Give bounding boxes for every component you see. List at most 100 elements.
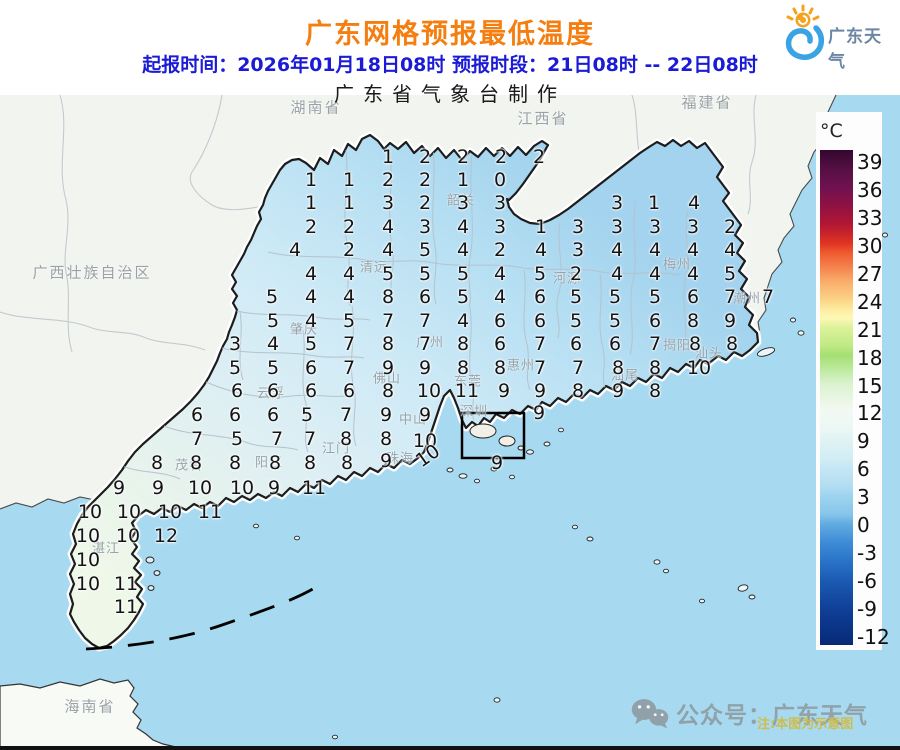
schematic-note: 注:本图为示意图 xyxy=(757,717,854,732)
temp-value: 10 xyxy=(75,573,101,595)
province-label: 湖南省 xyxy=(290,98,342,117)
temp-value: 4 xyxy=(266,333,280,355)
temp-value: 8 xyxy=(379,428,393,450)
temp-value: 6 xyxy=(493,310,507,332)
temp-value: 11 xyxy=(113,596,139,618)
colorbar-tick: -3 xyxy=(857,541,877,566)
temp-value: 8 xyxy=(456,333,470,355)
city-label: 汕头 xyxy=(694,346,724,362)
temp-value: 1 xyxy=(647,192,661,214)
temp-value: 4 xyxy=(304,286,318,308)
temp-value: 7 xyxy=(381,310,395,332)
temp-value: 10 xyxy=(229,477,255,499)
temp-value: 5 xyxy=(569,310,583,332)
temp-value: 3 xyxy=(610,216,624,238)
producer-credit: 广东省气象台制作 xyxy=(334,82,566,106)
temp-value: 4 xyxy=(456,310,470,332)
temp-value: 4 xyxy=(304,310,318,332)
temp-value: 3 xyxy=(571,216,585,238)
temp-value: 5 xyxy=(569,286,583,308)
colorbar-tick: 15 xyxy=(857,373,883,398)
temp-value: 8 xyxy=(493,357,507,379)
temp-value: 8 xyxy=(381,286,395,308)
temp-value: 4 xyxy=(456,216,470,238)
temp-value: 1 xyxy=(304,169,318,191)
temp-value: 5 xyxy=(418,263,432,285)
city-label: 中山 xyxy=(398,412,428,428)
temp-value: 8 xyxy=(340,452,354,474)
temp-value: 2 xyxy=(342,239,356,261)
temp-value: 8 xyxy=(339,428,353,450)
colorbar-tick: 6 xyxy=(857,457,870,482)
temp-value: 10 xyxy=(77,501,103,523)
temp-value: 10 xyxy=(686,357,712,379)
colorbar-tick: 36 xyxy=(857,177,883,202)
temp-value: 10 xyxy=(416,380,442,402)
temp-value: 12 xyxy=(153,525,179,547)
temp-value: 5 xyxy=(456,263,470,285)
temp-value: 7 xyxy=(723,286,737,308)
temp-value: 7 xyxy=(270,428,284,450)
wechat-watermark: 公众号：广东天气 xyxy=(630,696,868,730)
city-label: 清远 xyxy=(359,260,389,276)
city-label: 梅州 xyxy=(662,257,692,273)
temp-value: 7 xyxy=(342,333,356,355)
temp-value: 6 xyxy=(648,310,662,332)
temp-value: 5 xyxy=(608,286,622,308)
city-label: 茂名 xyxy=(174,458,204,474)
temp-value: 3 xyxy=(418,216,432,238)
temp-value: 4 xyxy=(493,286,507,308)
temp-value: 5 xyxy=(266,357,280,379)
temp-value: 11 xyxy=(113,573,139,595)
city-label: 潮州 xyxy=(732,291,762,307)
city-label: 佛山 xyxy=(372,371,402,387)
temp-value: 2 xyxy=(493,239,507,261)
temp-value: 5 xyxy=(418,239,432,261)
temp-value: 7 xyxy=(303,428,317,450)
colorbar-tick: 33 xyxy=(857,205,883,230)
temp-value: 8 xyxy=(381,333,395,355)
temp-value: 7 xyxy=(761,286,775,308)
temp-value: 1 xyxy=(381,146,395,168)
temp-value: 5 xyxy=(265,286,279,308)
temp-value: 2 xyxy=(418,192,432,214)
temp-value: 2 xyxy=(494,146,508,168)
watermark-text: 公众号：广东天气 xyxy=(676,703,868,729)
temp-value: 6 xyxy=(569,333,583,355)
colorbar-tick: 0 xyxy=(857,513,870,538)
temp-value: 10 xyxy=(412,430,438,452)
temp-value: 8 xyxy=(228,452,242,474)
temp-value: 2 xyxy=(342,216,356,238)
temp-value: 3 xyxy=(456,192,470,214)
colorbar-tick: 27 xyxy=(857,261,883,286)
temp-value: 9 xyxy=(490,452,504,474)
city-label: 珠海 xyxy=(385,451,415,467)
temp-value: 6 xyxy=(608,333,622,355)
temp-value: 9 xyxy=(151,477,165,499)
temp-value: 1 xyxy=(304,192,318,214)
temp-value: 8 xyxy=(725,333,739,355)
temp-value: 4 xyxy=(723,239,737,261)
temp-value: 4 xyxy=(381,239,395,261)
temp-value: 7 xyxy=(418,310,432,332)
city-label: 肇庆 xyxy=(289,322,319,338)
city-label: 东莞 xyxy=(453,374,483,390)
guangxi-coastline xyxy=(0,496,96,510)
temp-value: 5 xyxy=(230,428,244,450)
colorbar-ticks: 39 36 33 30 27 24 21 18 15 12 9 6 3 0 -3 -6 -9 -12 xyxy=(857,0,897,750)
city-label: 广州 xyxy=(415,335,445,351)
temp-value: 9 xyxy=(533,380,547,402)
dashed-maritime-line xyxy=(85,584,319,651)
temp-value: 4 xyxy=(686,263,700,285)
colorbar-tick: -9 xyxy=(857,597,877,622)
temp-value: 7 xyxy=(342,357,356,379)
temp-value: 4 xyxy=(381,216,395,238)
province-label: 福建省 xyxy=(681,93,733,112)
colorbar-tick: -6 xyxy=(857,569,877,594)
temp-value: 11 xyxy=(454,380,480,402)
colorbar-tick: -12 xyxy=(857,625,890,649)
temp-value: 4 xyxy=(456,239,470,261)
temp-value: 9 xyxy=(611,380,625,402)
temp-value: 4 xyxy=(493,263,507,285)
